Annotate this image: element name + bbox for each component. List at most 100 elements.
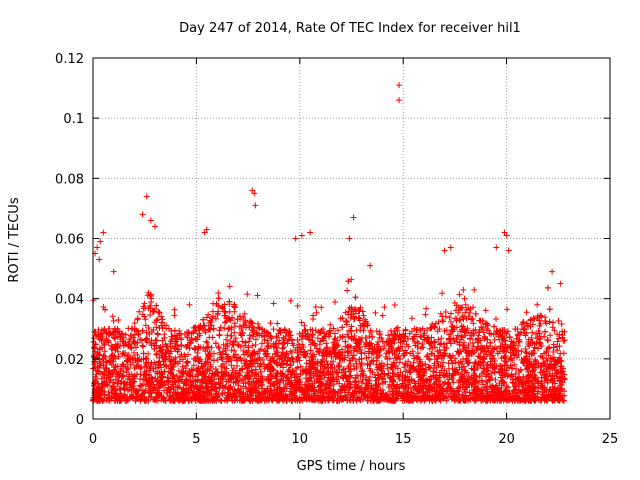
data-point bbox=[531, 397, 538, 404]
data-point bbox=[345, 365, 352, 372]
data-point bbox=[139, 390, 146, 397]
data-point bbox=[265, 329, 272, 336]
data-point bbox=[223, 358, 230, 365]
data-point bbox=[184, 333, 191, 340]
data-point bbox=[134, 339, 141, 346]
data-point bbox=[211, 386, 218, 393]
data-point bbox=[323, 358, 330, 365]
data-point bbox=[538, 377, 545, 384]
data-point bbox=[267, 387, 274, 394]
data-point bbox=[153, 302, 160, 309]
data-point bbox=[207, 363, 214, 370]
data-point bbox=[413, 331, 420, 338]
data-point bbox=[349, 354, 356, 361]
data-point bbox=[309, 384, 316, 391]
data-point bbox=[248, 363, 255, 370]
data-point bbox=[383, 392, 390, 399]
data-point bbox=[241, 310, 248, 317]
data-point bbox=[109, 313, 116, 320]
data-point bbox=[230, 365, 237, 372]
data-point bbox=[401, 364, 408, 371]
data-point bbox=[150, 381, 157, 388]
data-point bbox=[504, 328, 511, 335]
data-point bbox=[550, 319, 557, 326]
data-point bbox=[304, 333, 311, 340]
data-point bbox=[390, 382, 397, 389]
data-point bbox=[140, 372, 147, 379]
data-point bbox=[244, 291, 251, 298]
data-point bbox=[316, 373, 323, 380]
data-point bbox=[499, 332, 506, 339]
data-point bbox=[402, 374, 409, 381]
data-point bbox=[179, 363, 186, 370]
data-point bbox=[205, 343, 212, 350]
data-point bbox=[449, 360, 456, 367]
data-point bbox=[254, 350, 261, 357]
data-point bbox=[147, 311, 154, 318]
data-point bbox=[325, 369, 332, 376]
data-point bbox=[186, 301, 193, 308]
data-point bbox=[355, 378, 362, 385]
data-point bbox=[532, 330, 539, 337]
data-point bbox=[525, 336, 532, 343]
data-point bbox=[258, 397, 265, 404]
data-point bbox=[331, 346, 338, 353]
data-point bbox=[490, 384, 497, 391]
data-point bbox=[508, 355, 515, 362]
data-point bbox=[141, 313, 148, 320]
data-point bbox=[403, 393, 410, 400]
data-point bbox=[501, 354, 508, 361]
data-point bbox=[397, 369, 404, 376]
data-point bbox=[198, 360, 205, 367]
data-point bbox=[133, 371, 140, 378]
data-point bbox=[194, 376, 201, 383]
data-point bbox=[540, 362, 547, 369]
data-point bbox=[339, 333, 346, 340]
data-point bbox=[475, 332, 482, 339]
data-point bbox=[322, 397, 329, 404]
data-point bbox=[205, 311, 212, 318]
data-point bbox=[112, 363, 119, 370]
data-point bbox=[206, 350, 213, 357]
data-point bbox=[523, 378, 530, 385]
data-point bbox=[428, 376, 435, 383]
data-point bbox=[238, 331, 245, 338]
data-point bbox=[372, 309, 379, 316]
data-point bbox=[274, 345, 281, 352]
data-point bbox=[326, 387, 333, 394]
data-point bbox=[438, 335, 445, 342]
data-point bbox=[447, 310, 454, 317]
data-point bbox=[226, 301, 233, 308]
data-point bbox=[452, 370, 459, 377]
data-point bbox=[125, 366, 132, 373]
data-point bbox=[446, 314, 453, 321]
data-point bbox=[117, 334, 124, 341]
data-point bbox=[132, 344, 139, 351]
data-point bbox=[195, 365, 202, 372]
data-point bbox=[494, 350, 501, 357]
data-point bbox=[218, 355, 225, 362]
data-point bbox=[385, 332, 392, 339]
data-point bbox=[234, 362, 241, 369]
data-point bbox=[300, 349, 307, 356]
data-point bbox=[484, 336, 491, 343]
data-point bbox=[142, 322, 149, 329]
data-point bbox=[477, 317, 484, 324]
data-point bbox=[367, 327, 374, 334]
data-point bbox=[231, 347, 238, 354]
data-point bbox=[190, 329, 197, 336]
data-point bbox=[280, 344, 287, 351]
data-point bbox=[345, 278, 352, 285]
data-point bbox=[155, 392, 162, 399]
data-point bbox=[140, 343, 147, 350]
data-point bbox=[285, 367, 292, 374]
data-point bbox=[373, 354, 380, 361]
data-point bbox=[274, 320, 281, 327]
data-point bbox=[518, 321, 525, 328]
data-point bbox=[456, 364, 463, 371]
data-point bbox=[529, 377, 536, 384]
data-point bbox=[290, 342, 297, 349]
data-point bbox=[110, 317, 117, 324]
data-point bbox=[506, 392, 513, 399]
data-point bbox=[398, 335, 405, 342]
